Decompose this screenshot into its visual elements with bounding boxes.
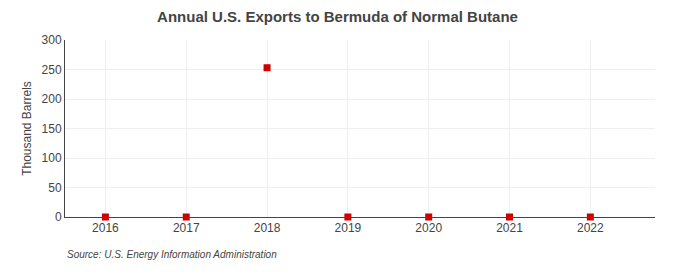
svg-text:2018: 2018 <box>254 221 281 235</box>
svg-text:Annual U.S. Exports to Bermuda: Annual U.S. Exports to Bermuda of Normal… <box>157 8 518 25</box>
svg-text:2016: 2016 <box>92 221 119 235</box>
svg-text:200: 200 <box>42 92 62 106</box>
svg-text:250: 250 <box>42 63 62 77</box>
svg-text:2021: 2021 <box>496 221 523 235</box>
svg-text:100: 100 <box>42 151 62 165</box>
svg-text:50: 50 <box>48 181 62 195</box>
svg-text:Thousand Barrels: Thousand Barrels <box>20 81 34 176</box>
svg-text:2019: 2019 <box>335 221 362 235</box>
svg-text:0: 0 <box>55 210 62 224</box>
svg-text:150: 150 <box>42 122 62 136</box>
svg-text:300: 300 <box>42 33 62 47</box>
svg-text:2020: 2020 <box>415 221 442 235</box>
svg-text:2017: 2017 <box>173 221 200 235</box>
svg-text:Source: U.S. Energy Informatio: Source: U.S. Energy Information Administ… <box>67 249 277 260</box>
svg-text:2022: 2022 <box>577 221 604 235</box>
